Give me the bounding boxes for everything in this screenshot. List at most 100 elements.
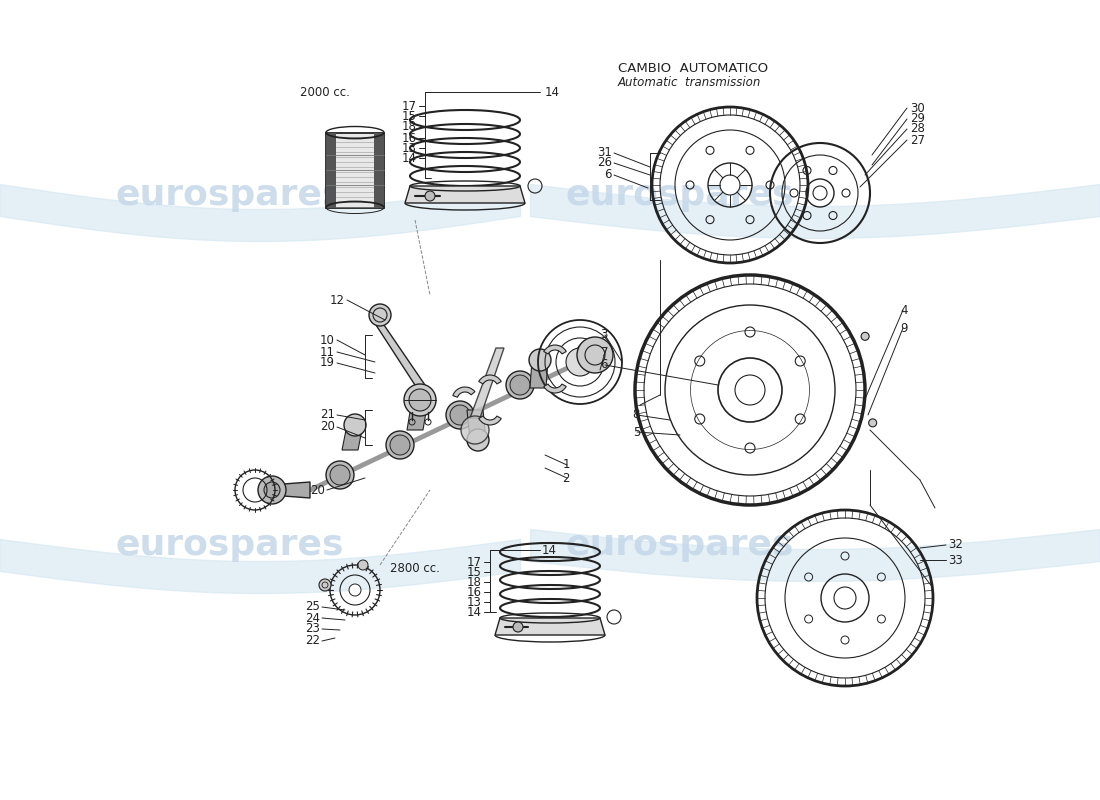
Circle shape (404, 384, 436, 416)
Text: 13: 13 (403, 142, 417, 154)
Polygon shape (376, 325, 425, 385)
Wedge shape (543, 384, 566, 393)
Text: 26: 26 (597, 157, 612, 170)
Text: 4: 4 (900, 303, 908, 317)
Polygon shape (468, 410, 486, 440)
Text: 15: 15 (403, 110, 417, 122)
Text: 2800 cc.: 2800 cc. (390, 562, 440, 574)
Circle shape (510, 375, 530, 395)
Circle shape (319, 579, 331, 591)
Text: 17: 17 (402, 99, 417, 113)
Text: 31: 31 (597, 146, 612, 159)
Text: 8: 8 (632, 409, 640, 422)
Text: 29: 29 (910, 113, 925, 126)
Wedge shape (478, 416, 502, 425)
Circle shape (461, 416, 490, 444)
Text: CAMBIO  AUTOMATICO: CAMBIO AUTOMATICO (618, 62, 768, 74)
Circle shape (330, 465, 350, 485)
Text: 6: 6 (605, 169, 612, 182)
Circle shape (425, 191, 435, 201)
Circle shape (390, 435, 410, 455)
Text: 30: 30 (910, 102, 925, 114)
Polygon shape (530, 360, 548, 388)
Circle shape (578, 337, 613, 373)
Circle shape (506, 371, 534, 399)
Circle shape (358, 560, 368, 570)
Text: 16: 16 (468, 586, 482, 598)
Text: eurospares: eurospares (116, 528, 344, 562)
Text: 17: 17 (468, 555, 482, 569)
Polygon shape (405, 186, 525, 203)
Text: 32: 32 (948, 538, 962, 551)
Text: 24: 24 (305, 611, 320, 625)
Circle shape (861, 332, 869, 340)
Polygon shape (342, 425, 363, 450)
Text: 7: 7 (601, 346, 608, 358)
Polygon shape (270, 482, 310, 498)
Text: eurospares: eurospares (565, 178, 794, 212)
Text: 1: 1 (562, 458, 570, 471)
Circle shape (326, 461, 354, 489)
Circle shape (468, 429, 490, 451)
Circle shape (386, 431, 414, 459)
Text: 9: 9 (900, 322, 908, 334)
Polygon shape (326, 133, 384, 207)
Text: 3: 3 (601, 329, 608, 342)
Circle shape (264, 482, 280, 498)
Text: 27: 27 (910, 134, 925, 146)
Circle shape (409, 389, 431, 411)
Text: 15: 15 (468, 566, 482, 578)
Text: 21: 21 (320, 409, 336, 422)
Text: 18: 18 (468, 575, 482, 589)
Text: 16: 16 (402, 131, 417, 145)
Text: 25: 25 (305, 601, 320, 614)
Circle shape (409, 389, 431, 411)
Circle shape (349, 584, 361, 596)
Circle shape (450, 405, 470, 425)
Text: 14: 14 (402, 151, 417, 165)
Text: 22: 22 (305, 634, 320, 647)
Text: 2: 2 (562, 471, 570, 485)
Text: 5: 5 (632, 426, 640, 438)
Text: 13: 13 (468, 595, 482, 609)
Text: eurospares: eurospares (116, 178, 344, 212)
Text: 18: 18 (403, 121, 417, 134)
Polygon shape (326, 133, 336, 207)
Text: 33: 33 (948, 554, 962, 566)
Text: 20: 20 (310, 483, 324, 497)
Polygon shape (495, 618, 605, 635)
Polygon shape (470, 348, 504, 418)
Text: 14: 14 (544, 86, 560, 98)
Text: 6: 6 (601, 358, 608, 371)
Text: 20: 20 (320, 421, 336, 434)
Text: 11: 11 (320, 346, 336, 358)
Wedge shape (478, 375, 502, 384)
Wedge shape (543, 345, 566, 354)
Text: 23: 23 (305, 622, 320, 635)
Circle shape (513, 622, 522, 632)
Circle shape (368, 304, 390, 326)
Circle shape (446, 401, 474, 429)
Circle shape (529, 349, 551, 371)
Polygon shape (374, 133, 384, 207)
Circle shape (344, 414, 366, 436)
Circle shape (834, 587, 856, 609)
Wedge shape (453, 387, 475, 398)
Circle shape (735, 375, 764, 405)
Text: 14: 14 (542, 543, 557, 557)
Text: 10: 10 (320, 334, 336, 346)
Text: Automatic  transmission: Automatic transmission (618, 75, 761, 89)
Circle shape (566, 348, 594, 376)
Circle shape (576, 341, 604, 369)
Circle shape (813, 186, 827, 200)
Circle shape (580, 345, 600, 365)
Text: 14: 14 (468, 606, 482, 618)
Text: 12: 12 (330, 294, 345, 306)
Circle shape (258, 476, 286, 504)
Polygon shape (407, 400, 428, 430)
Text: 2000 cc.: 2000 cc. (300, 86, 350, 98)
Text: eurospares: eurospares (565, 528, 794, 562)
Circle shape (869, 419, 877, 427)
Circle shape (720, 175, 740, 195)
Text: 19: 19 (320, 357, 336, 370)
